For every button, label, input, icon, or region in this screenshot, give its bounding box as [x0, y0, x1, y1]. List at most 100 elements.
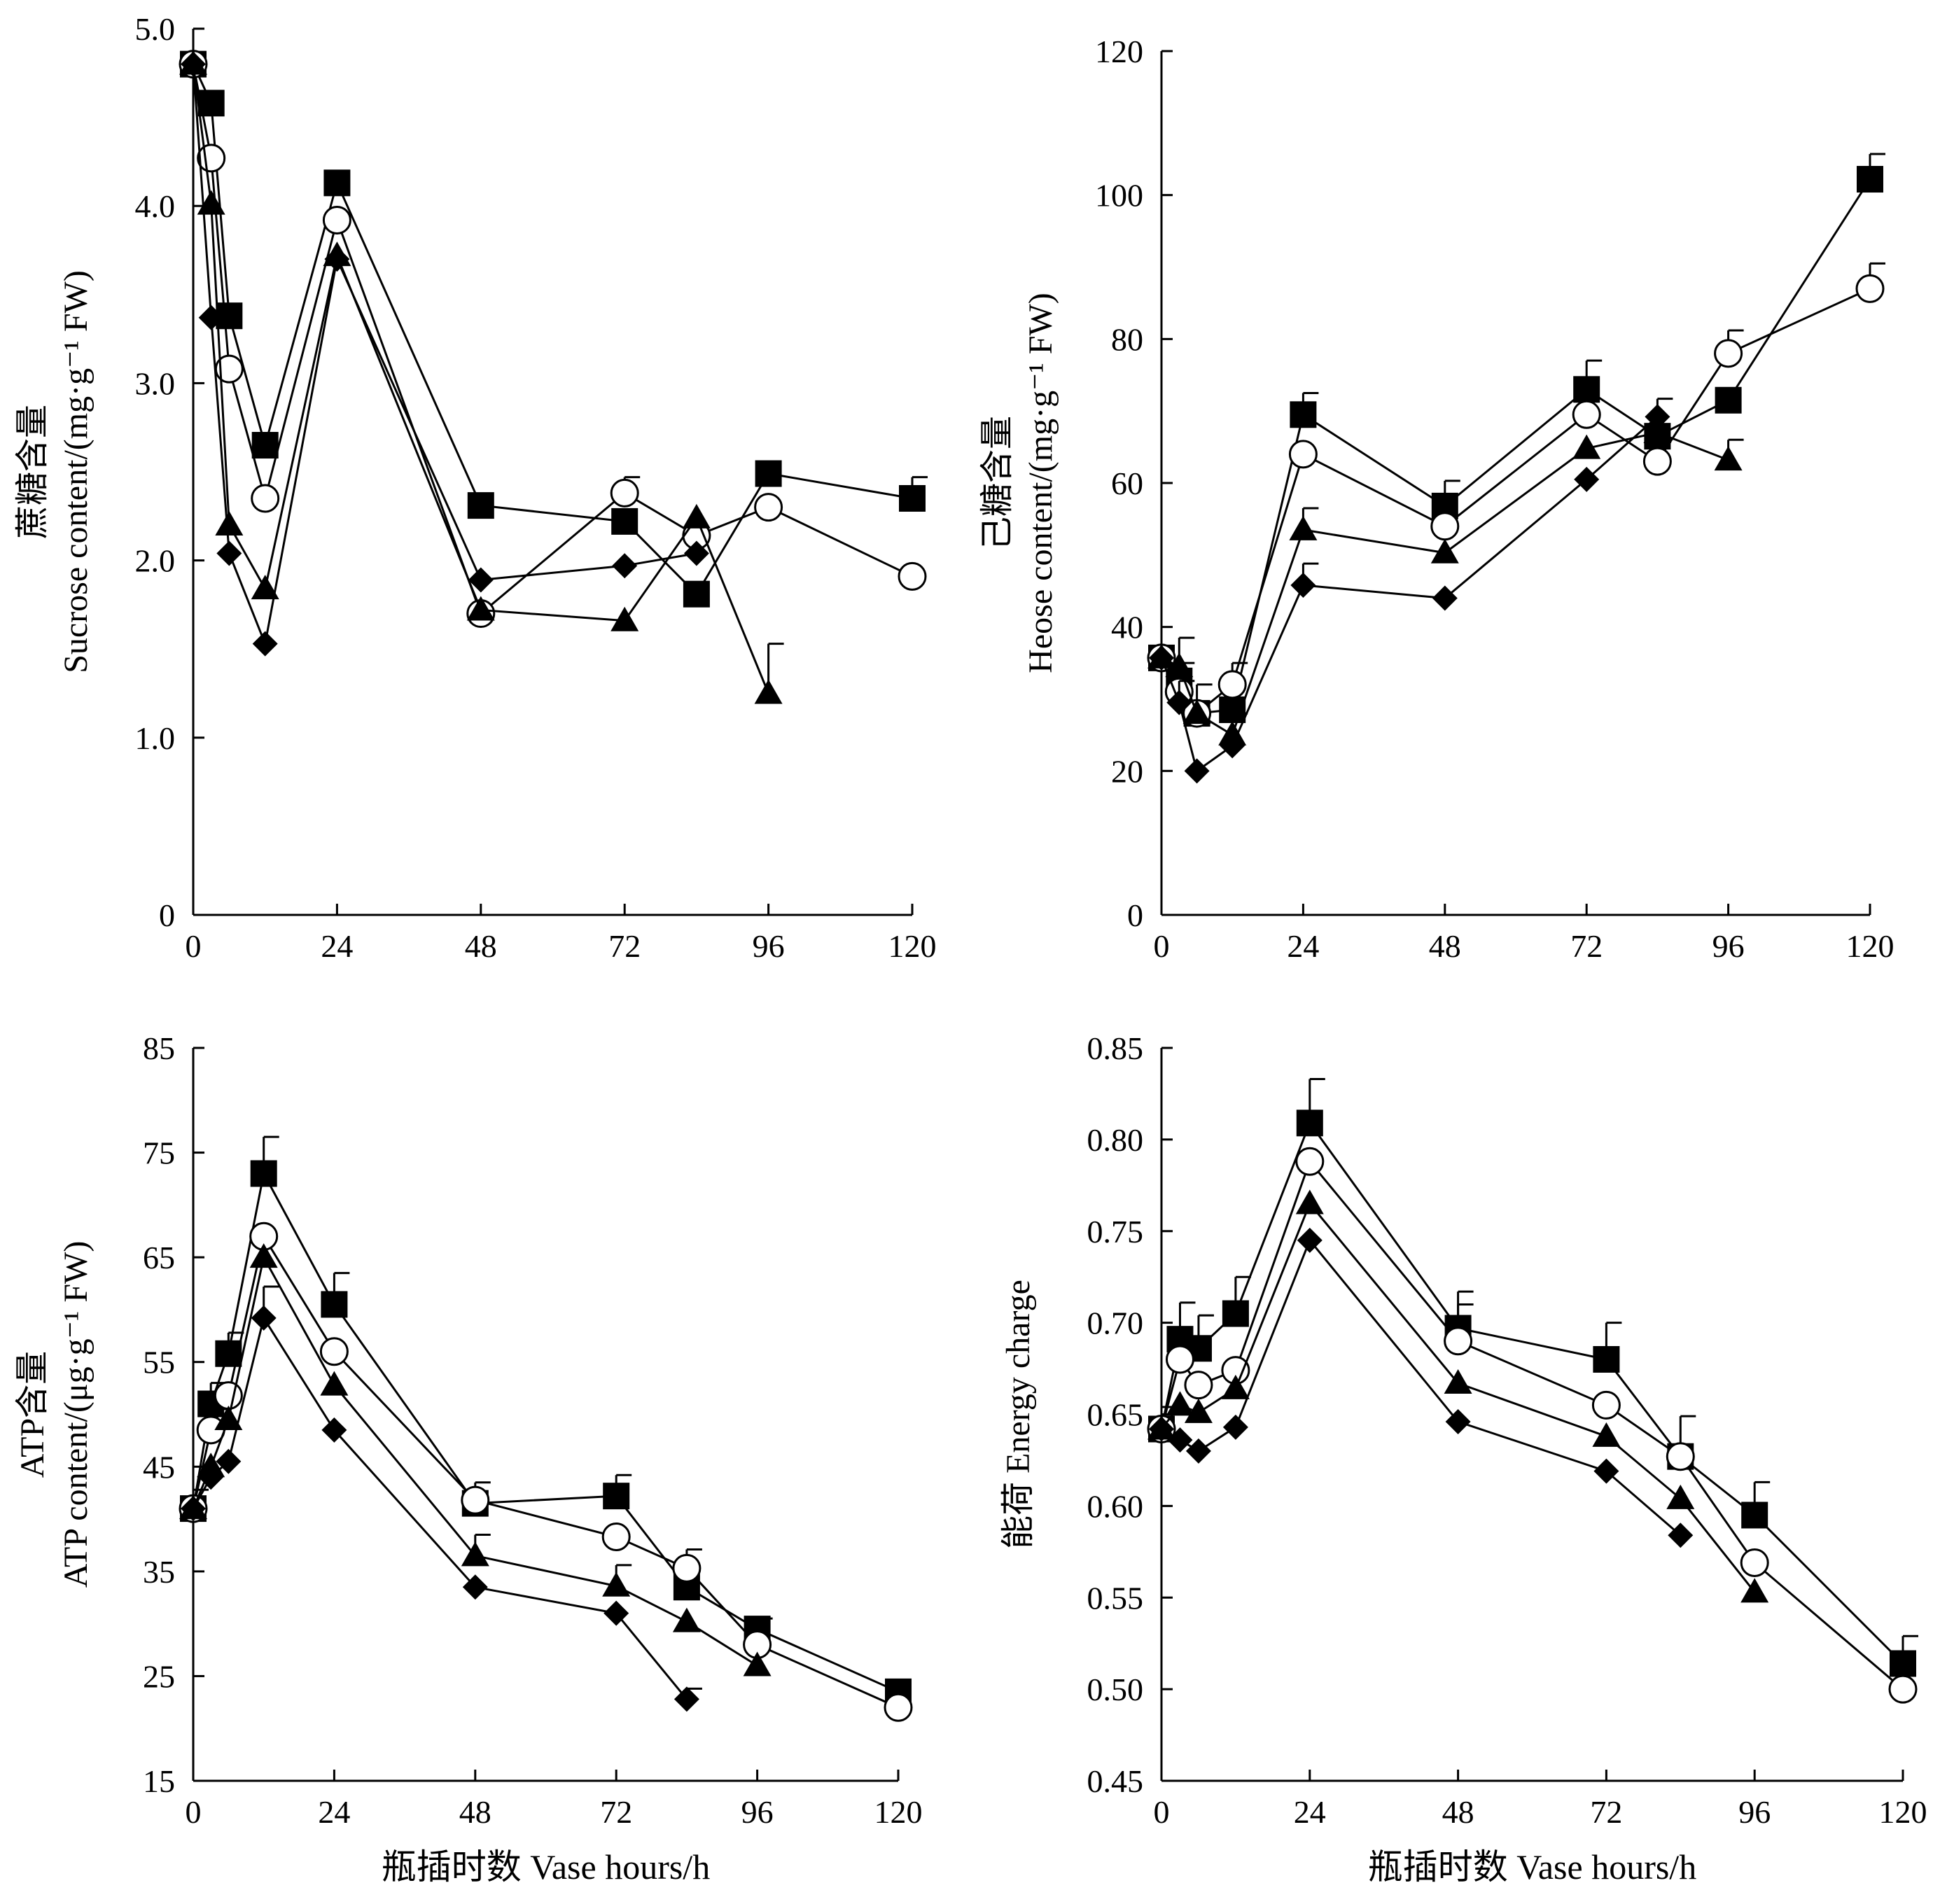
data-point: [884, 1693, 913, 1722]
y-axis-label-cn: 蔗糖含量: [14, 405, 51, 539]
x-tick-label: 0: [186, 928, 202, 964]
y-tick-label: 0.50: [1087, 1672, 1144, 1707]
data-point: [743, 1651, 772, 1676]
x-tick-label: 72: [1570, 928, 1603, 964]
y-axis-label-en: ATP content/(μg·g⁻¹ FW): [57, 1241, 95, 1588]
data-point: [1642, 447, 1672, 476]
y-axis-label-en: Heose content/(mg·g⁻¹ FW): [1022, 293, 1059, 673]
y-tick-label: 4.0: [135, 188, 176, 224]
x-tick-label: 0: [186, 1794, 202, 1830]
data-point: [1740, 1578, 1769, 1603]
data-point: [611, 507, 638, 535]
series-diamond: [181, 51, 709, 657]
series-line: [1161, 431, 1729, 737]
data-point: [899, 484, 926, 512]
data-point: [1666, 1484, 1695, 1509]
x-tick-label: 72: [1590, 1794, 1622, 1830]
data-point: [1166, 690, 1192, 715]
series-line: [192, 64, 913, 616]
y-tick-label: 0.55: [1087, 1580, 1144, 1616]
data-point: [462, 1574, 488, 1600]
data-point: [1149, 1416, 1174, 1442]
data-point: [1643, 419, 1672, 444]
series-line: [192, 64, 913, 596]
y-tick-label: 85: [143, 1030, 175, 1066]
data-point: [1593, 1458, 1619, 1484]
y-tick-label: 75: [143, 1135, 175, 1171]
y-axis-label: 能荷 Energy charge: [1000, 1280, 1037, 1549]
y-tick-label: 65: [143, 1240, 175, 1275]
data-point: [1184, 758, 1210, 784]
data-point: [1444, 1326, 1473, 1356]
data-point: [601, 1522, 631, 1551]
panel-atp: 0 24 48 72 96 120 15 25 35 45 55 65 75 85 ATP含量 ATP con…: [14, 1030, 923, 1886]
data-point: [1296, 1110, 1323, 1137]
data-point: [252, 631, 278, 657]
data-point: [1574, 466, 1600, 492]
y-tick-label: 55: [143, 1345, 175, 1380]
data-point: [672, 1607, 701, 1632]
data-point: [602, 1572, 631, 1597]
data-point: [754, 679, 783, 704]
x-tick-label: 0: [1154, 928, 1170, 964]
data-point: [1217, 670, 1247, 699]
data-point: [1289, 515, 1318, 540]
data-point: [1295, 1147, 1325, 1176]
y-tick-label: 100: [1095, 178, 1143, 214]
data-point: [674, 1686, 699, 1712]
data-point: [610, 478, 639, 507]
data-point: [1668, 1522, 1694, 1548]
y-tick-label: 0: [1127, 897, 1143, 933]
series-square: [180, 1135, 912, 1705]
x-tick-label: 96: [1712, 928, 1745, 964]
x-tick-label: 120: [1846, 928, 1894, 964]
y-axis-label-cn: ATP含量: [14, 1351, 51, 1478]
data-point: [683, 580, 710, 608]
x-tick-label: 48: [1442, 1794, 1474, 1830]
data-point: [198, 1464, 224, 1490]
data-point: [1741, 1502, 1768, 1529]
data-point: [1297, 1227, 1323, 1253]
data-point: [610, 606, 639, 631]
data-point: [1432, 585, 1458, 611]
data-point: [755, 460, 782, 487]
data-point: [1290, 401, 1317, 428]
data-point: [461, 1485, 490, 1515]
data-point: [1572, 434, 1601, 459]
data-point: [468, 567, 494, 593]
data-point: [466, 596, 495, 621]
data-point: [1221, 1374, 1250, 1399]
series-line: [1160, 1121, 1904, 1665]
data-point: [181, 1496, 206, 1522]
data-point: [1645, 404, 1670, 430]
y-tick-label: 1.0: [135, 720, 176, 756]
data-point: [251, 484, 280, 513]
data-point: [898, 561, 927, 591]
y-tick-label: 0.70: [1087, 1306, 1144, 1341]
panel-hexose: 0 24 48 72 96 120 0 20 40 60 80 100 120 己糖含量 Heose con…: [979, 34, 1894, 964]
series-square: [1148, 1077, 1918, 1677]
data-point: [198, 304, 224, 330]
y-tick-label: 0.65: [1087, 1397, 1144, 1433]
series-line: [192, 1254, 758, 1667]
data-point: [1182, 699, 1211, 724]
data-point: [1714, 446, 1743, 471]
data-point: [216, 1448, 242, 1474]
data-point: [1666, 1442, 1695, 1471]
x-tick-label: 24: [321, 928, 353, 964]
data-point: [1222, 1300, 1249, 1327]
data-point: [1573, 376, 1600, 403]
series-line: [192, 64, 697, 648]
y-axis-label: 蔗糖含量 Sucrose content/(mg·g⁻¹ FW): [14, 270, 95, 673]
series-diamond: [181, 1285, 702, 1712]
y-tick-label: 2.0: [135, 543, 176, 579]
y-tick-label: 5.0: [135, 11, 176, 47]
data-point: [251, 1305, 277, 1331]
data-point: [251, 432, 279, 459]
data-point: [603, 1483, 630, 1510]
data-point: [467, 492, 494, 519]
series-diamond: [1149, 398, 1673, 784]
data-point: [249, 1243, 278, 1268]
series-line: [1160, 416, 1659, 773]
